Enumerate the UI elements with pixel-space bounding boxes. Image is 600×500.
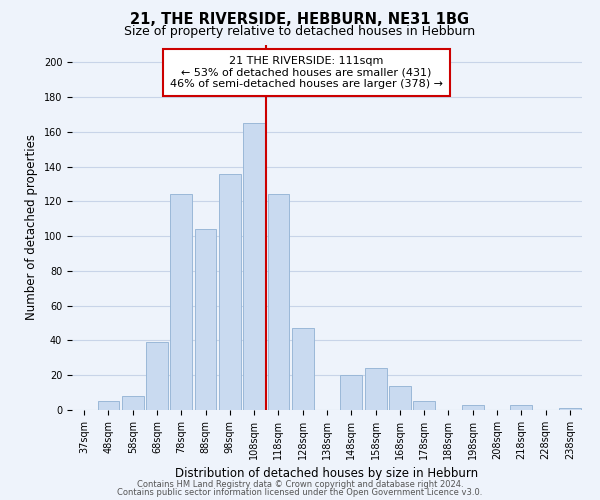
Bar (340, 375, 362, 410)
Bar (219, 174, 241, 410)
Bar (389, 386, 411, 410)
Y-axis label: Number of detached properties: Number of detached properties (25, 134, 38, 320)
Bar (559, 408, 581, 410)
Text: Contains public sector information licensed under the Open Government Licence v3: Contains public sector information licen… (118, 488, 482, 497)
Bar (170, 194, 192, 410)
Bar (97, 402, 119, 410)
Bar (243, 123, 265, 410)
Bar (511, 405, 532, 410)
Bar (462, 405, 484, 410)
Bar (413, 402, 435, 410)
Bar (268, 194, 289, 410)
Bar (146, 342, 168, 410)
Bar (122, 396, 143, 410)
X-axis label: Distribution of detached houses by size in Hebburn: Distribution of detached houses by size … (175, 468, 479, 480)
Text: 21 THE RIVERSIDE: 111sqm
← 53% of detached houses are smaller (431)
46% of semi-: 21 THE RIVERSIDE: 111sqm ← 53% of detach… (170, 56, 443, 89)
Text: 21, THE RIVERSIDE, HEBBURN, NE31 1BG: 21, THE RIVERSIDE, HEBBURN, NE31 1BG (130, 12, 470, 28)
Bar (365, 368, 386, 410)
Bar (292, 328, 314, 410)
Text: Size of property relative to detached houses in Hebburn: Size of property relative to detached ho… (124, 25, 476, 38)
Text: Contains HM Land Registry data © Crown copyright and database right 2024.: Contains HM Land Registry data © Crown c… (137, 480, 463, 489)
Bar (194, 229, 217, 410)
